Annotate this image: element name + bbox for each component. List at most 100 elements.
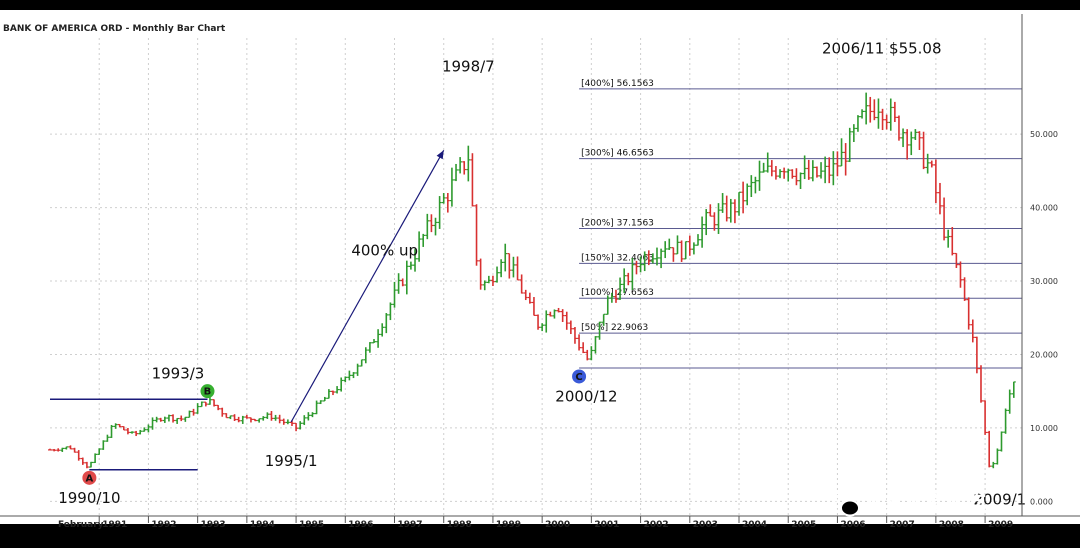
price-bar — [449, 167, 454, 207]
price-bar — [380, 323, 385, 337]
price-bar — [831, 151, 836, 186]
price-bar — [1007, 389, 1012, 414]
price-bar — [946, 229, 951, 248]
price-bar — [478, 258, 483, 290]
price-bar — [76, 450, 81, 461]
price-bar — [708, 204, 713, 217]
price-bar — [199, 401, 204, 408]
price-bar — [269, 410, 274, 421]
price-bar — [540, 323, 545, 332]
price-bar — [318, 400, 323, 405]
price-bar — [937, 182, 942, 215]
price-bar — [995, 448, 1000, 465]
price-bar — [253, 418, 258, 422]
price-bar — [683, 241, 688, 260]
price-bar — [601, 313, 606, 326]
price-bar — [613, 289, 618, 303]
chart-annotation: 1990/10 — [58, 489, 120, 507]
x-tick-label: 1998 — [447, 520, 472, 530]
price-bar — [232, 414, 237, 421]
price-bar — [281, 418, 286, 425]
price-bar — [741, 181, 746, 214]
trend-arrow-head — [436, 150, 444, 160]
price-bar — [52, 448, 57, 452]
price-bar — [536, 314, 541, 330]
price-bar — [901, 128, 906, 148]
price-bar — [216, 404, 221, 411]
price-bar — [310, 412, 315, 418]
price-bar — [56, 448, 61, 452]
price-bar — [749, 175, 754, 198]
price-bar — [687, 235, 692, 256]
price-bar — [367, 342, 372, 353]
grid — [50, 38, 1022, 516]
price-bar — [347, 370, 352, 381]
price-bar — [925, 153, 930, 174]
price-bar — [716, 203, 721, 234]
watermark-text: 边走边谈边吃 — [865, 490, 986, 514]
x-tick-label: 2009 — [988, 520, 1013, 530]
price-bar — [212, 399, 217, 407]
fib-level-label: [100%] 27.6563 — [581, 288, 654, 298]
fib-level-label: [150%] 32.4063 — [581, 253, 654, 263]
price-bar — [868, 96, 873, 123]
price-bar — [814, 166, 819, 178]
fib-level-label: [400%] 56.1563 — [581, 79, 654, 89]
price-bar — [482, 280, 487, 291]
price-bar — [650, 253, 655, 264]
chart-annotation: 2000/12 — [555, 387, 617, 405]
price-bar — [224, 413, 229, 419]
price-bar — [954, 252, 959, 268]
price-bar — [839, 138, 844, 167]
price-bar — [466, 145, 471, 182]
price-bar — [495, 266, 500, 283]
price-bar — [84, 461, 89, 469]
chart-annotation: 1998/7 — [442, 58, 495, 76]
price-bar — [257, 418, 262, 423]
price-bar — [638, 256, 643, 273]
price-bar — [294, 422, 299, 432]
price-bar — [298, 421, 303, 430]
price-bar — [786, 168, 791, 182]
point-markers: A B C — [82, 369, 587, 485]
price-bar — [142, 427, 147, 432]
price-bar — [454, 163, 459, 182]
price-bar — [105, 434, 110, 442]
price-bar — [892, 101, 897, 123]
x-tick-label: 2005 — [791, 520, 816, 530]
price-bar — [667, 238, 672, 250]
price-bar — [48, 448, 52, 451]
price-bar — [314, 400, 319, 415]
price-bar — [999, 431, 1004, 452]
price-bar — [737, 191, 742, 216]
plot-background — [0, 10, 1080, 524]
price-bar — [277, 414, 282, 424]
wechat-icon — [828, 492, 860, 517]
price-bar — [728, 198, 733, 223]
price-bar — [819, 162, 824, 179]
price-bar — [782, 167, 787, 179]
price-bar — [654, 247, 659, 266]
price-bar — [556, 307, 561, 313]
price-bar — [905, 129, 910, 160]
price-bar — [60, 447, 65, 452]
price-bar — [769, 160, 774, 177]
fib-level-label: [50%] 22.9063 — [581, 323, 648, 333]
price-bar — [158, 417, 163, 422]
x-tick-label: 2006 — [840, 520, 865, 530]
price-bar — [372, 339, 376, 344]
price-bar — [950, 226, 955, 256]
x-tick-label: 1995 — [299, 520, 324, 530]
price-bar — [806, 159, 811, 180]
price-bar — [425, 213, 430, 240]
price-bar — [515, 256, 520, 281]
price-bar — [265, 412, 270, 419]
x-tick-label: 1997 — [398, 520, 423, 530]
price-bar — [413, 249, 418, 272]
price-bar — [523, 289, 528, 301]
price-bar — [987, 430, 992, 468]
price-bar — [913, 129, 918, 141]
price-bar — [392, 281, 397, 308]
price-bar — [183, 416, 188, 422]
price-bar — [191, 408, 196, 416]
